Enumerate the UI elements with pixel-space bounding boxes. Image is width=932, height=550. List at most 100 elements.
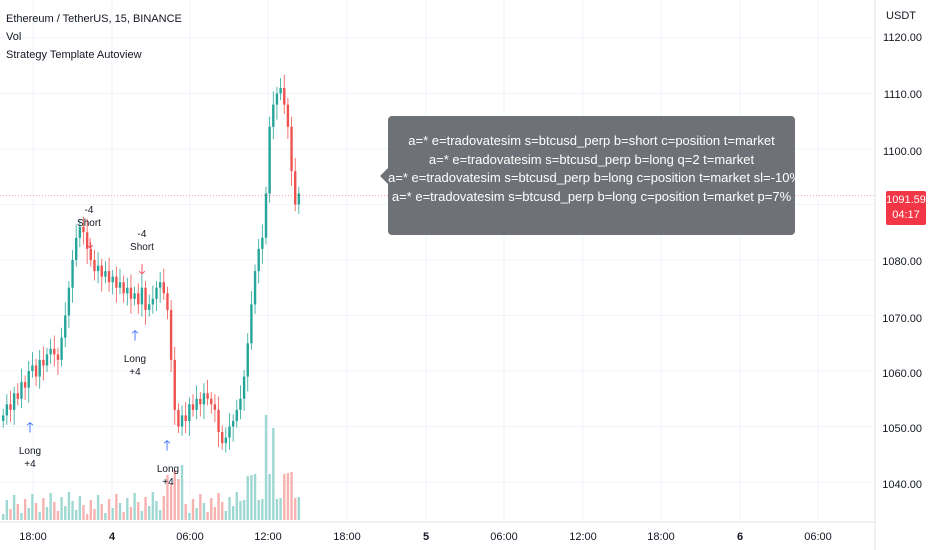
candle-body [268, 126, 271, 194]
candle-body [261, 237, 264, 249]
strategy-label[interactable]: Strategy Template Autoview [6, 49, 142, 61]
chart-legend: Ethereum / TetherUS, 15, BINANCE Vol Str… [6, 10, 182, 64]
candle-body [235, 409, 238, 421]
volume-bar [137, 502, 140, 520]
candle-body [12, 393, 16, 410]
volume-bar [151, 492, 155, 520]
x-tick-label: 06:00 [176, 531, 204, 543]
volume-bar [9, 509, 12, 520]
volume-bar [12, 495, 16, 520]
volume-bar [122, 512, 125, 520]
volume-bar [148, 506, 151, 520]
candle-body [96, 265, 100, 272]
candle-body [75, 237, 78, 260]
candle-body [290, 126, 293, 172]
volume-bar [239, 501, 242, 520]
candle-body [224, 437, 228, 444]
volume-bar [162, 496, 165, 520]
candle-body [191, 404, 195, 410]
volume-bar [144, 497, 147, 520]
volume-indicator-label[interactable]: Vol [6, 31, 22, 43]
candle-body [257, 248, 260, 272]
volume-bar [45, 507, 49, 520]
volume-bar [221, 502, 224, 520]
volume-bar [188, 513, 191, 520]
candle-body [38, 359, 41, 377]
candle-body [253, 271, 257, 305]
tooltip-line: a=* e=tradovatesim s=btcusd_perp b=short… [408, 133, 775, 148]
volume-bar [118, 503, 122, 520]
candle-body [206, 393, 209, 399]
volume-bar [140, 511, 144, 520]
volume-bar [111, 508, 114, 520]
volume-bar [294, 498, 297, 520]
volume-bar [257, 500, 260, 520]
last-price-value: 1091.59 [886, 194, 926, 206]
volume-bar [286, 473, 290, 520]
symbol-title[interactable]: Ethereum / TetherUS, 15, BINANCE [6, 13, 182, 25]
volume-bar [279, 498, 282, 520]
volume-bar [217, 493, 220, 520]
candle-body [272, 104, 275, 127]
candle-body [210, 398, 213, 405]
y-tick-label: 1050.00 [882, 423, 922, 435]
candle-body [188, 404, 191, 421]
volume-bar [250, 475, 253, 520]
candle-body [180, 415, 184, 427]
candle-body [162, 282, 165, 294]
volume-bar [246, 476, 249, 520]
last-price-tag: 1091.59 04:17 [886, 191, 926, 225]
candle-body [71, 260, 74, 288]
volume-bar [242, 500, 246, 520]
candle-body [140, 287, 144, 305]
volume-bar [93, 509, 96, 520]
volume-bar [158, 510, 162, 520]
volume-bar [210, 498, 213, 520]
volume-bar [85, 514, 89, 520]
volume-bar [213, 507, 217, 520]
volume-bar [60, 497, 63, 520]
y-tick-label: 1070.00 [882, 313, 922, 325]
x-tick-label: 12:00 [254, 531, 282, 543]
candle-body [133, 293, 136, 299]
volume-bar [297, 497, 301, 520]
bar-countdown: 04:17 [892, 209, 920, 221]
candle-body [5, 404, 9, 416]
candle-body [122, 282, 125, 294]
candle-body [173, 359, 176, 410]
volume-bar [155, 501, 158, 520]
candle-body [16, 393, 19, 399]
long-signal-label: Long +4 [123, 354, 147, 378]
volume-bar [166, 475, 169, 520]
volume-bar [275, 499, 279, 520]
x-tick-label: 18:00 [19, 531, 47, 543]
volume-bar [56, 511, 60, 520]
volume-bar [38, 512, 41, 520]
volume-bar [228, 497, 231, 520]
volume-bar [89, 500, 92, 520]
candle-body [31, 365, 34, 371]
volume-bar [195, 508, 198, 520]
volume-bar [78, 496, 82, 520]
candle-body [286, 104, 290, 127]
volume-bar [96, 495, 100, 520]
volume-bar [169, 484, 173, 520]
candle-body [67, 287, 71, 316]
volume-bar [115, 494, 118, 520]
candle-body [184, 415, 187, 421]
volume-bar [129, 507, 133, 520]
candle-body [45, 354, 49, 366]
candle-body [239, 398, 242, 410]
candle-body [275, 93, 279, 105]
candle-body [49, 348, 52, 355]
candle-body [64, 315, 67, 338]
volume-bar [16, 504, 19, 520]
candle-body [294, 171, 297, 205]
candle-body [283, 87, 286, 105]
volume-bar [53, 502, 56, 520]
volume-bar [27, 508, 30, 520]
tooltip-line: a=* e=tradovatesim s=btcusd_perp b=long … [428, 151, 755, 167]
long-arrow-icon: 🡑 [131, 327, 139, 343]
candle-body [93, 260, 96, 272]
